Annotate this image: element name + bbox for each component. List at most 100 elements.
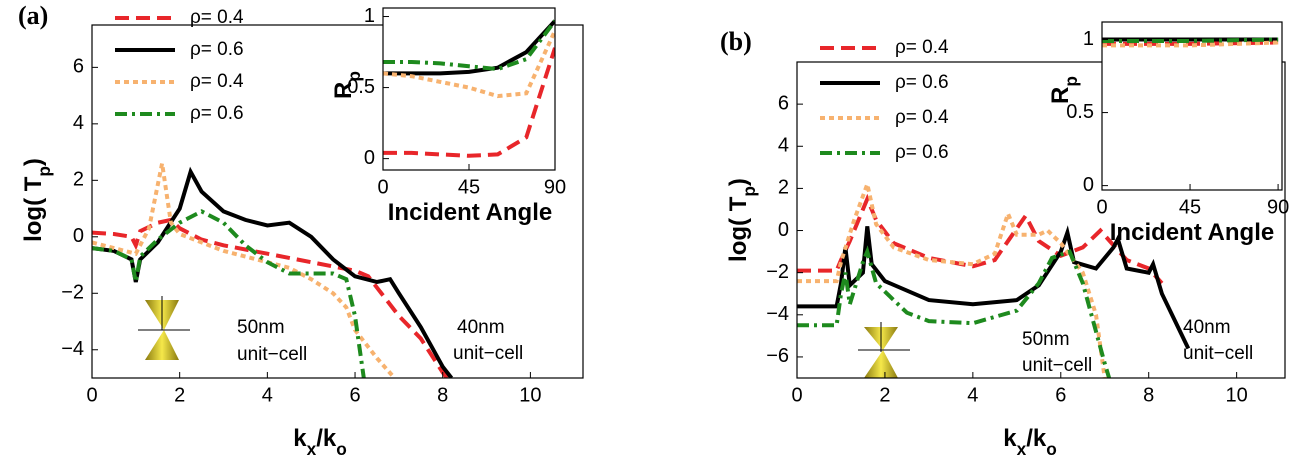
y-tick-label: 4 (73, 112, 84, 134)
annotation: 50nm (1022, 329, 1070, 350)
y-axis-label-part: log( T (20, 176, 47, 242)
panel-label: (a) (18, 1, 48, 30)
dirac-cone-icon-b (858, 322, 910, 378)
x-tick-label: 45 (458, 176, 480, 198)
y-axis-label-part: ) (20, 158, 47, 166)
legend-label: ρ= 0.4 (895, 37, 949, 58)
legend-label: ρ= 0.6 (895, 142, 949, 163)
series-line (92, 209, 366, 378)
series-line (383, 19, 555, 76)
y-tick-label: 2 (778, 177, 789, 199)
series-line (1102, 37, 1279, 43)
x-axis-label-part: o (1046, 439, 1057, 459)
x-axis-label: Incident Angle (388, 199, 552, 226)
x-tick-label: 0 (791, 384, 802, 406)
annotation: unit−cell (1183, 343, 1253, 364)
panel: 0 45 90 0 0.5 1 Incident Angle Rp (1047, 21, 1289, 246)
y-tick-label: 6 (73, 56, 84, 78)
x-tick-label: 8 (437, 384, 448, 406)
inset-background (1102, 22, 1282, 190)
series-line (1102, 40, 1279, 48)
y-axis-label-part: R (1047, 87, 1074, 104)
data-lines (383, 19, 555, 158)
legend-label: ρ= 0.4 (895, 107, 949, 128)
y-tick-label: 0.5 (347, 76, 375, 98)
x-tick-label: 4 (262, 384, 273, 406)
x-tick-label: 6 (1055, 384, 1066, 406)
series-line (797, 225, 1191, 350)
x-axis-label-part: /k (1026, 425, 1047, 452)
x-tick-label: 6 (349, 384, 360, 406)
x-axis-label: kx/ko (1003, 425, 1057, 458)
annotation: unit−cell (453, 343, 523, 364)
series-line (383, 29, 555, 99)
legend-label: ρ= 0.6 (190, 103, 244, 124)
axes-frame (91, 24, 584, 379)
series-line (92, 163, 396, 378)
y-tick-label: −2 (61, 282, 84, 304)
y-tick-label: 0 (778, 219, 789, 241)
x-axis-label: kx/ko (293, 425, 347, 458)
inset-background (383, 8, 555, 170)
legend-label: ρ= 0.6 (190, 39, 244, 60)
x-axis-label-part: x (1017, 439, 1027, 459)
y-tick-label: 0.5 (1066, 101, 1094, 123)
x-tick-label: 8 (1143, 384, 1154, 406)
y-axis-label-part: p (739, 186, 759, 197)
y-tick-label: 0 (1083, 174, 1094, 196)
annotation: 40nm (1183, 317, 1231, 338)
y-tick-label: 1 (1083, 28, 1094, 50)
axes-frame (1101, 21, 1283, 191)
annotation: 40nm (457, 317, 505, 338)
series-line (383, 19, 555, 72)
y-axis-label: Rp (330, 71, 363, 99)
y-axis-label: log( Tp) (20, 158, 53, 242)
y-tick-label: 1 (364, 5, 375, 27)
legend-label: ρ= 0.4 (190, 7, 244, 28)
series-line (797, 245, 1112, 378)
x-axis-label-part: Incident Angle (388, 199, 552, 226)
x-tick-label: 0 (1096, 196, 1107, 218)
panel-label: (b) (720, 27, 752, 56)
dirac-cone-icon-a (138, 296, 190, 360)
y-tick-label: 2 (73, 169, 84, 191)
axes-frame (796, 61, 1286, 379)
x-tick-label: 2 (879, 384, 890, 406)
x-tick-label: 0 (377, 176, 388, 198)
legend-label: ρ= 0.4 (190, 71, 244, 92)
data-lines (797, 177, 1191, 378)
y-axis-label-part: p (1061, 76, 1081, 87)
series-line (383, 47, 555, 158)
data-lines (92, 163, 454, 378)
panel: 0 45 90 0 0.5 1 Incident Angle Rp (330, 5, 566, 227)
annotation: 50nm (237, 317, 285, 338)
x-axis-label-part: Incident Angle (1110, 219, 1274, 246)
y-tick-label: −2 (766, 261, 789, 283)
y-axis-label-part: log( T (725, 196, 752, 262)
x-tick-label: 2 (174, 384, 185, 406)
x-tick-label: 90 (1267, 196, 1289, 218)
annotation: unit−cell (237, 344, 307, 365)
x-axis-label: Incident Angle (1110, 219, 1274, 246)
x-axis-label-part: k (1003, 425, 1017, 452)
y-axis-label-part: R (330, 82, 357, 99)
y-axis-label: log( Tp) (725, 178, 758, 262)
y-axis-label-part: ) (725, 178, 752, 186)
x-tick-label: 45 (1179, 196, 1201, 218)
data-lines (1102, 37, 1279, 48)
x-axis-label-part: /k (316, 425, 337, 452)
x-tick-label: 10 (519, 384, 541, 406)
x-tick-label: 0 (86, 384, 97, 406)
x-tick-label: 10 (1226, 384, 1248, 406)
legend-label: ρ= 0.6 (895, 72, 949, 93)
annotation: unit−cell (1022, 355, 1092, 376)
y-tick-label: −4 (766, 303, 789, 325)
y-axis-label-part: p (34, 166, 54, 177)
y-axis-label: Rp (1047, 76, 1080, 104)
x-axis-label-part: k (293, 425, 307, 452)
y-tick-label: 4 (778, 135, 789, 157)
x-tick-label: 4 (967, 384, 978, 406)
y-tick-label: −6 (766, 345, 789, 367)
